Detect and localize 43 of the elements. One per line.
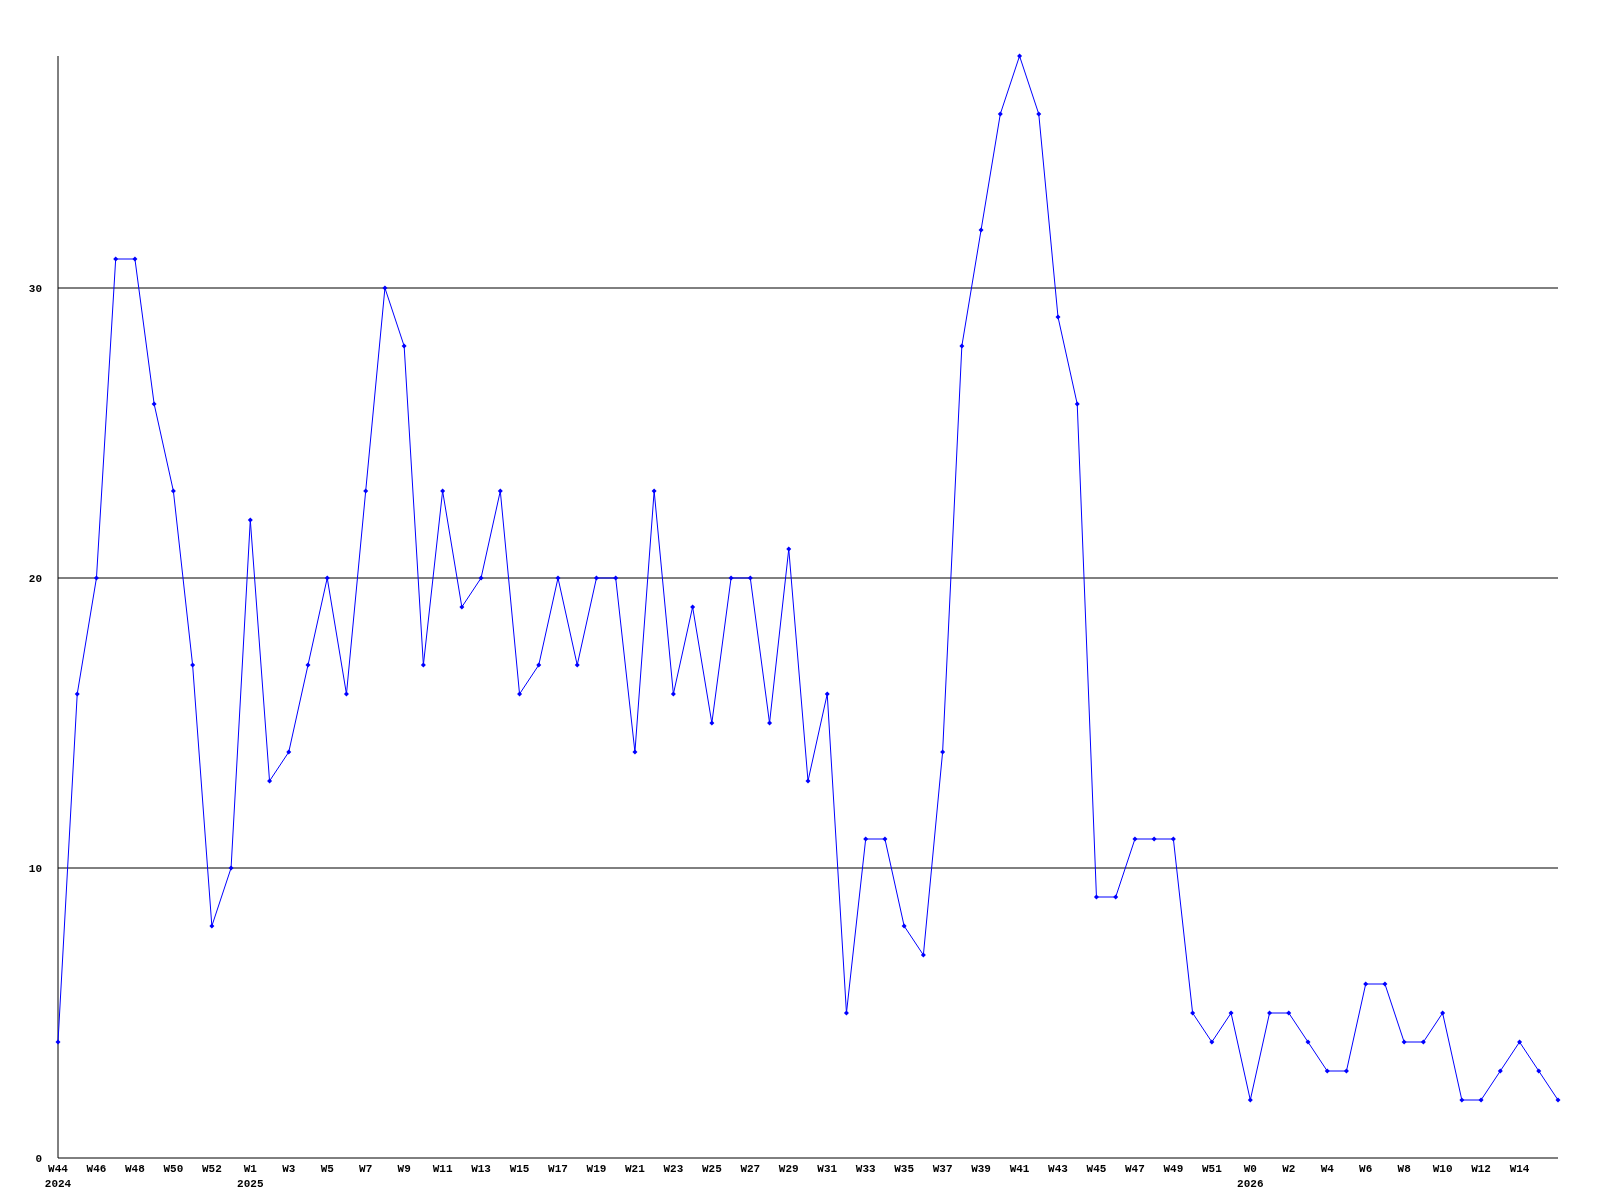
x-tick-label: W14 bbox=[1509, 1163, 1530, 1175]
x-tick-label: W46 bbox=[86, 1163, 107, 1175]
x-tick-label: W35 bbox=[894, 1163, 915, 1175]
x-tick-label: W51 bbox=[1201, 1163, 1223, 1175]
x-tick-label: W10 bbox=[1432, 1163, 1453, 1175]
x-tick-label: W9 bbox=[397, 1163, 411, 1175]
x-tick-label: W6 bbox=[1359, 1163, 1373, 1175]
x-tick-label: W7 bbox=[359, 1163, 373, 1175]
x-tick-label: W13 bbox=[471, 1163, 492, 1175]
x-tick-label: W52 bbox=[201, 1163, 222, 1175]
x-tick-label: W19 bbox=[586, 1163, 607, 1175]
x-tick-label: W44 2024 bbox=[44, 1163, 72, 1190]
x-tick-label: W25 bbox=[701, 1163, 723, 1175]
x-tick-label: W2 bbox=[1282, 1163, 1296, 1175]
y-tick-label: 30 bbox=[28, 282, 42, 295]
x-tick-label: W31 bbox=[817, 1163, 838, 1175]
y-tick-label: 20 bbox=[28, 572, 42, 585]
x-tick-label: W5 bbox=[320, 1163, 335, 1175]
x-tick-label: W33 bbox=[855, 1163, 876, 1175]
x-tick-label: W29 bbox=[778, 1163, 799, 1175]
x-tick-label: W1 2025 bbox=[237, 1163, 264, 1190]
y-tick-label: 10 bbox=[28, 862, 42, 875]
x-tick-label: W37 bbox=[932, 1163, 953, 1175]
x-tick-label: W8 bbox=[1397, 1163, 1412, 1175]
y-tick-label: 0 bbox=[35, 1152, 42, 1165]
x-tick-label: W43 bbox=[1048, 1163, 1069, 1175]
x-tick-label: W17 bbox=[548, 1163, 568, 1175]
x-tick-label: W27 bbox=[740, 1163, 761, 1175]
x-tick-label: W47 bbox=[1125, 1163, 1145, 1175]
x-tick-label: W15 bbox=[509, 1163, 530, 1175]
x-tick-label: W0 2026 bbox=[1237, 1163, 1264, 1190]
x-tick-label: W41 bbox=[1009, 1163, 1030, 1175]
x-tick-label: W21 bbox=[625, 1163, 646, 1175]
x-tick-label: W23 bbox=[663, 1163, 684, 1175]
x-tick-label: W12 bbox=[1471, 1163, 1491, 1175]
x-tick-label: W3 bbox=[282, 1163, 296, 1175]
x-tick-label: W49 bbox=[1163, 1163, 1184, 1175]
x-tick-label: W48 bbox=[125, 1163, 146, 1175]
x-tick-label: W4 bbox=[1320, 1163, 1335, 1175]
x-tick-label: W50 bbox=[163, 1163, 184, 1175]
x-tick-label: W39 bbox=[971, 1163, 991, 1175]
x-tick-label: W11 bbox=[432, 1163, 453, 1175]
x-tick-label: W45 bbox=[1086, 1163, 1107, 1175]
